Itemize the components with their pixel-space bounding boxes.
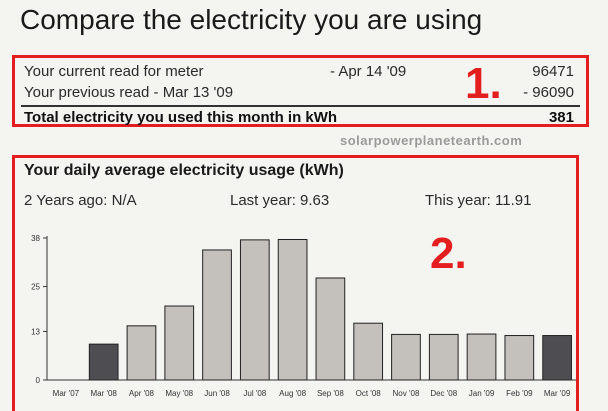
- page-title: Compare the electricity you are using: [20, 4, 483, 35]
- y-tick-label: 0: [36, 376, 41, 385]
- meter-readings-box: Your current read for meter - Apr 14 '09…: [12, 55, 589, 127]
- this-year-stat: This year: 11.91: [425, 192, 532, 209]
- previous-read-label: Your previous read - Mar 13 '09: [24, 84, 234, 101]
- bar: [88, 343, 119, 381]
- usage-chart-box: Your daily average electricity usage (kW…: [12, 155, 579, 411]
- bar: [202, 249, 232, 381]
- x-tick-label: Oct '08: [356, 389, 382, 398]
- total-label: Total electricity you used this month in…: [24, 109, 338, 126]
- x-tick-label: Dec '08: [430, 389, 457, 398]
- x-tick-label: Feb '09: [506, 389, 533, 398]
- previous-read-value: - 96090: [523, 84, 574, 101]
- callout-1: 1.: [465, 59, 502, 108]
- last-year-stat: Last year: 9.63: [230, 192, 330, 209]
- current-read-date: - Apr 14 '09: [330, 63, 407, 80]
- x-tick-label: May '08: [165, 389, 193, 398]
- total-value: 381: [548, 109, 574, 126]
- divider: [21, 105, 580, 107]
- bar: [239, 239, 270, 381]
- x-tick-label: Jan '09: [469, 389, 495, 398]
- watermark: solarpowerplanetearth.com: [340, 133, 523, 148]
- x-tick-label: Mar '08: [90, 389, 117, 398]
- bar: [353, 322, 384, 381]
- bar: [277, 238, 308, 381]
- x-tick-label: Apr '08: [129, 389, 155, 398]
- current-read-value: 96471: [532, 63, 574, 80]
- bar: [391, 333, 421, 381]
- current-read-label: Your current read for meter: [24, 63, 204, 80]
- bar: [504, 335, 535, 381]
- x-tick-label: Nov '08: [393, 389, 420, 398]
- x-tick-label: Jun '08: [204, 389, 230, 398]
- x-tick-label: Jul '08: [243, 389, 266, 398]
- bar: [164, 305, 195, 381]
- bar: [542, 335, 572, 381]
- y-tick-label: 25: [31, 283, 40, 292]
- bar: [428, 333, 459, 381]
- usage-bar-chart: 0 13 25 38 Mar '07 Mar '08 Apr '08 May '08 Jun '…: [31, 234, 576, 398]
- bar: [466, 333, 497, 381]
- x-tick-label: Sep '08: [317, 389, 344, 398]
- two-years-ago-stat: 2 Years ago: N/A: [24, 192, 137, 209]
- bar: [126, 325, 157, 381]
- bar: [315, 277, 346, 381]
- y-tick-label: 38: [31, 234, 40, 243]
- x-tick-label: Mar '07: [53, 389, 80, 398]
- callout-2: 2.: [430, 229, 467, 278]
- x-tick-label: Aug '08: [279, 389, 306, 398]
- x-tick-label: Mar '09: [544, 389, 571, 398]
- chart-title: Your daily average electricity usage (kW…: [24, 162, 344, 179]
- y-tick-label: 13: [31, 327, 40, 336]
